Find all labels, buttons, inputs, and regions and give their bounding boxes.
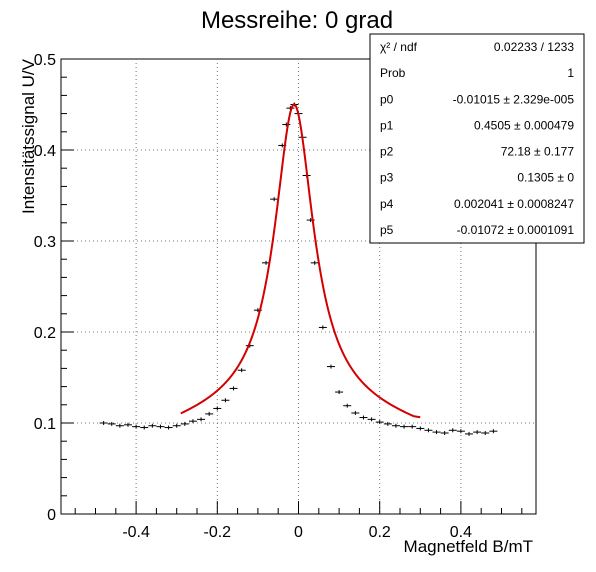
data-point [132,424,141,429]
stat-value: 0.02233 / 1233 [494,40,574,54]
data-point [481,431,490,436]
data-point [440,431,449,436]
data-point [310,260,319,265]
data-point [465,431,474,436]
data-point [229,386,238,391]
data-point [335,390,344,395]
x-tick-label: -0.4 [122,524,150,541]
data-point [213,406,222,411]
y-tick-label: 0.3 [34,234,56,251]
data-point [205,411,214,416]
data-point [318,325,327,330]
data-point [197,417,206,422]
data-point [351,410,360,415]
y-tick-label: 0.2 [34,325,56,342]
stat-label: χ² / ndf [380,40,418,54]
data-point [400,424,409,429]
chart-title: Messreihe: 0 grad [201,7,393,34]
stat-label: p4 [380,197,394,211]
fit-layer [180,102,421,419]
data-point [489,429,498,434]
data-point [391,423,400,428]
data-point [326,364,335,369]
data-point [473,430,482,435]
y-tick-label: 0.1 [34,416,56,433]
data-point [107,421,116,426]
data-point [156,424,165,429]
data-point [448,428,457,433]
data-point [375,420,384,425]
data-point [432,430,441,435]
stats-box-frame [369,33,585,244]
data-point [123,422,132,427]
y-tick-label: 0.4 [34,143,56,160]
data-point [164,425,173,430]
stat-label: p0 [380,92,394,106]
data-point [99,421,108,425]
y-tick-label: 0 [47,507,56,524]
data-point [343,403,352,408]
data-point [416,426,425,431]
x-tick-label: -0.2 [204,524,232,541]
data-point [237,368,246,373]
x-axis-label: Magnetfeld B/mT [404,537,533,556]
data-point [148,423,157,428]
data-point [221,398,230,403]
data-point [270,197,279,202]
data-point [188,419,197,424]
stat-value: 1 [567,66,574,80]
data-point [456,429,465,434]
fit-curve [180,102,421,419]
stat-label: Prob [380,66,406,80]
stat-value: 0.4505 ± 0.000479 [474,118,574,132]
stat-label: p3 [380,171,394,185]
tick-layer: -0.4 -0.2 0 0.2 0.4 0 0.1 0.2 0.3 0.4 0.5 [34,52,523,541]
data-point [424,428,433,433]
stat-value: -0.01072 ± 0.0001091 [457,223,575,237]
data-point [115,423,124,428]
y-tick-label: 0.5 [34,52,56,69]
x-tick-label: 0.4 [450,524,472,541]
data-point [172,423,181,428]
stat-value: 0.1305 ± 0 [517,171,574,185]
stat-label: p2 [380,145,394,159]
data-point [282,122,291,127]
stat-label: p1 [380,118,394,132]
y-axis-label: Intensitätssignal U/V [19,58,38,214]
stat-label: p5 [380,223,394,237]
x-tick-label: 0.2 [369,524,391,541]
data-point [140,425,149,430]
data-point [359,415,368,420]
stat-value: -0.01015 ± 2.329e-005 [453,92,575,106]
data-point [383,421,392,426]
fit-stats-box: χ² / ndf 0.02233 / 1233 Prob 1 p0 -0.01015 ± … [369,33,585,244]
stat-value: 0.002041 ± 0.0008247 [454,197,574,211]
stat-value: 72.18 ± 0.177 [501,145,575,159]
x-tick-label: 0 [294,524,303,541]
data-point [367,417,376,422]
data-point [408,424,417,429]
data-point [180,421,189,426]
